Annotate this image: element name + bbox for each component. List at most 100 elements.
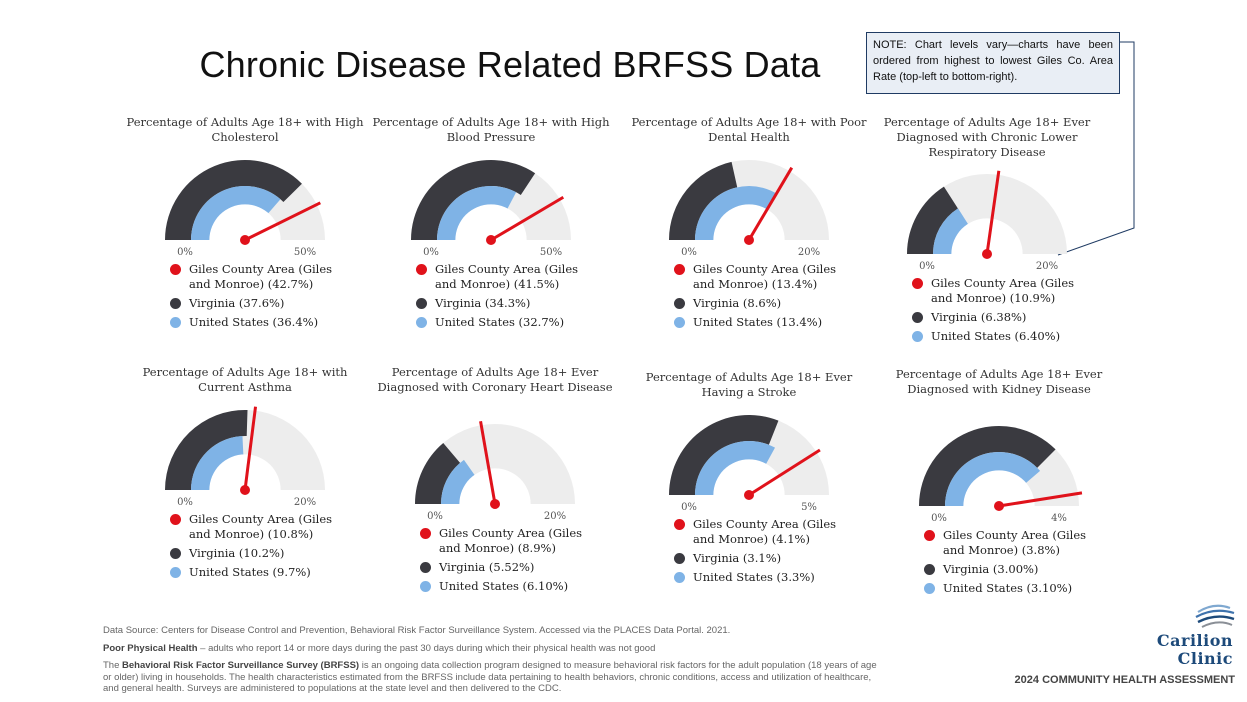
legend-dot-icon [416,317,427,328]
gauge-legend: Giles County Area (Giles and Monroe) (3.… [924,528,1154,600]
gauge-legend: Giles County Area (Giles and Monroe) (10… [912,276,1142,348]
gauge-legend: Giles County Area (Giles and Monroe) (41… [416,262,646,334]
legend-label: Virginia (37.6%) [189,296,285,310]
giles-needle [748,448,821,497]
legend-giles: Giles County Area (Giles and Monroe) (13… [674,262,904,292]
tick-min: 0% [177,247,193,258]
legend-us: United States (9.7%) [170,565,400,580]
legend-virginia: Virginia (10.2%) [170,546,400,561]
legend-dot-icon [170,317,181,328]
virginia-arc [411,160,536,240]
brfss-definition: The Behavioral Risk Factor Surveillance … [103,660,883,695]
legend-label: United States (13.4%) [693,315,823,329]
giles-needle [747,166,794,241]
gauge-panel: Percentage of Adults Age 18+ Ever Diagno… [377,365,650,595]
legend-label: Virginia (8.6%) [693,296,782,310]
legend-virginia: Virginia (34.3%) [416,296,646,311]
legend-dot-icon [170,264,181,275]
needle-pivot [982,249,992,259]
logo-swoosh-icon [1195,604,1235,628]
legend-label: Giles County Area (Giles and Monroe) (4.… [693,517,837,546]
legend-label: Giles County Area (Giles and Monroe) (8.… [439,526,583,555]
gauge-hub [713,459,785,495]
gauge-hub [963,470,1035,506]
legend-dot-icon [912,331,923,342]
legend-dot-icon [416,264,427,275]
legend-virginia: Virginia (37.6%) [170,296,400,311]
data-source: Data Source: Centers for Disease Control… [103,625,731,636]
tick-max: 20% [294,497,316,508]
legend-dot-icon [420,581,431,592]
gauge-chart: 0% 20% [165,406,325,508]
tick-max: 4% [1051,513,1067,524]
giles-needle [490,195,565,242]
brfss-pre: The [103,660,123,671]
legend-dot-icon [420,562,431,573]
gauge-title: Percentage of Adults Age 18+ Ever Diagno… [895,367,1103,396]
legend-label: United States (6.10%) [439,579,569,593]
legend-us: United States (13.4%) [674,315,904,330]
tick-min: 0% [681,247,697,258]
legend-label: United States (6.40%) [931,329,1061,343]
legend-dot-icon [170,514,181,525]
logo-wordmark: Carilion Clinic [1157,632,1233,668]
tick-min: 0% [681,502,697,513]
legend-virginia: Virginia (6.38%) [912,310,1142,325]
legend-giles: Giles County Area (Giles and Monroe) (8.… [420,526,650,556]
legend-label: Virginia (10.2%) [189,546,285,560]
tick-max: 5% [801,502,817,513]
legend-us: United States (6.10%) [420,579,650,594]
gauge-chart: 0% 20% [907,170,1067,272]
legend-dot-icon [924,583,935,594]
legend-label: Giles County Area (Giles and Monroe) (42… [189,262,333,291]
gauge-title: Percentage of Adults Age 18+ with High C… [126,115,364,144]
legend-giles: Giles County Area (Giles and Monroe) (10… [912,276,1142,306]
legend-dot-icon [674,553,685,564]
legend-label: United States (32.7%) [435,315,565,329]
gauge-chart: 0% 50% [165,160,325,258]
brfss-term: Behavioral Risk Factor Surveillance Surv… [122,660,360,671]
logo-line-2: Clinic [1177,649,1233,668]
needle-pivot [486,235,496,245]
needle-pivot [490,499,500,509]
gauge-title: Percentage of Adults Age 18+ Ever Having… [645,370,853,399]
legend-label: United States (3.10%) [943,581,1073,595]
poor-health-text: – adults who report 14 or more days duri… [197,643,656,654]
virginia-arc [669,415,779,495]
virginia-arc [919,426,1056,506]
legend-us: United States (3.3%) [674,570,904,585]
legend-label: Virginia (3.1%) [693,551,782,565]
legend-dot-icon [674,572,685,583]
legend-us: United States (32.7%) [416,315,646,330]
needle-pivot [240,485,250,495]
gauge-title: Percentage of Adults Age 18+ with Poor D… [631,115,867,144]
legend-dot-icon [912,278,923,289]
gauge-hub [951,218,1023,254]
giles-needle [479,420,497,505]
legend-dot-icon [674,264,685,275]
legend-dot-icon [924,564,935,575]
gauge-hub [713,204,785,240]
gauge-legend: Giles County Area (Giles and Monroe) (4.… [674,517,904,589]
virginia-arc [165,410,248,490]
virginia-arc [165,160,302,240]
legend-label: Giles County Area (Giles and Monroe) (3.… [943,528,1087,557]
legend-us: United States (36.4%) [170,315,400,330]
gauge-chart: 0% 20% [415,420,575,522]
legend-us: United States (6.40%) [912,329,1142,344]
legend-label: Virginia (5.52%) [439,560,535,574]
tick-min: 0% [423,247,439,258]
legend-label: United States (3.3%) [693,570,815,584]
gauge-panel: Percentage of Adults Age 18+ with High B… [373,115,646,345]
legend-dot-icon [924,530,935,541]
gauge-panel: Percentage of Adults Age 18+ with Curren… [143,365,400,595]
legend-dot-icon [416,298,427,309]
legend-label: Giles County Area (Giles and Monroe) (13… [693,262,837,291]
legend-label: Virginia (6.38%) [931,310,1027,324]
tick-min: 0% [931,513,947,524]
tick-min: 0% [427,511,443,522]
legend-dot-icon [674,519,685,530]
needle-pivot [994,501,1004,511]
legend-dot-icon [420,528,431,539]
legend-giles: Giles County Area (Giles and Monroe) (41… [416,262,646,292]
